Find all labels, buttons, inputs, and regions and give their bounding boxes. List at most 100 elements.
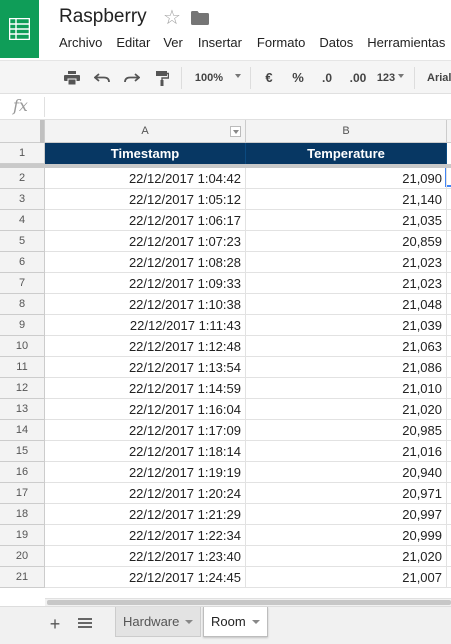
cell-timestamp[interactable]: 22/12/2017 1:20:24 <box>45 483 246 504</box>
menu-formato[interactable]: Formato <box>256 35 306 50</box>
header-cell-temperature[interactable]: Temperature <box>246 143 447 164</box>
cell-timestamp[interactable]: 22/12/2017 1:13:54 <box>45 357 246 378</box>
cell-timestamp[interactable]: 22/12/2017 1:18:14 <box>45 441 246 462</box>
row-number[interactable]: 7 <box>0 273 45 294</box>
cell-timestamp[interactable]: 22/12/2017 1:08:28 <box>45 252 246 273</box>
cell-temperature[interactable]: 21,090 <box>246 168 447 189</box>
row-number[interactable]: 12 <box>0 378 45 399</box>
cell-c[interactable] <box>447 168 451 189</box>
cell-temperature[interactable]: 21,016 <box>246 441 447 462</box>
cell-timestamp[interactable]: 22/12/2017 1:22:34 <box>45 525 246 546</box>
chevron-down-icon[interactable] <box>185 620 193 624</box>
row-number[interactable]: 13 <box>0 399 45 420</box>
more-formats-button[interactable]: 123 <box>376 71 396 84</box>
chevron-down-icon[interactable] <box>252 620 260 624</box>
cell-temperature[interactable]: 21,020 <box>246 399 447 420</box>
row-number[interactable]: 16 <box>0 462 45 483</box>
menu-insertar[interactable]: Insertar <box>197 35 242 50</box>
cell-c[interactable] <box>447 567 451 588</box>
cell-timestamp[interactable]: 22/12/2017 1:04:42 <box>45 168 246 189</box>
cell-temperature[interactable]: 21,023 <box>246 273 447 294</box>
cell-temperature[interactable]: 21,039 <box>246 315 447 336</box>
cell-timestamp[interactable]: 22/12/2017 1:19:19 <box>45 462 246 483</box>
row-number[interactable]: 11 <box>0 357 45 378</box>
cell-timestamp[interactable]: 22/12/2017 1:06:17 <box>45 210 246 231</box>
cell-temperature[interactable]: 20,971 <box>246 483 447 504</box>
cell-temperature[interactable]: 21,063 <box>246 336 447 357</box>
cell-c[interactable] <box>447 504 451 525</box>
currency-format-button[interactable]: € <box>265 70 273 85</box>
cell-c[interactable] <box>447 357 451 378</box>
cell-c[interactable] <box>447 462 451 483</box>
cell-temperature[interactable]: 21,023 <box>246 252 447 273</box>
percent-format-button[interactable]: % <box>292 70 304 85</box>
row-number[interactable]: 3 <box>0 189 45 210</box>
cell-timestamp[interactable]: 22/12/2017 1:24:45 <box>45 567 246 588</box>
cell-timestamp[interactable]: 22/12/2017 1:05:12 <box>45 189 246 210</box>
formula-input[interactable] <box>52 98 442 116</box>
sheet-tab-room[interactable]: Room <box>203 607 268 637</box>
redo-icon[interactable] <box>120 61 144 94</box>
folder-icon[interactable] <box>191 11 209 30</box>
cell-c[interactable] <box>447 441 451 462</box>
cell-temperature[interactable]: 21,035 <box>246 210 447 231</box>
cell-timestamp[interactable]: 22/12/2017 1:17:09 <box>45 420 246 441</box>
menu-editar[interactable]: Editar <box>116 35 151 50</box>
row-number[interactable]: 15 <box>0 441 45 462</box>
cell-c[interactable] <box>447 189 451 210</box>
star-icon[interactable]: ☆ <box>163 7 181 29</box>
spreadsheet-grid[interactable]: A B 1 Timestamp Temperature 2 22/12/2017 … <box>0 120 451 596</box>
header-cell-timestamp[interactable]: Timestamp <box>45 143 246 164</box>
horizontal-scrollbar[interactable] <box>45 598 451 606</box>
cell-timestamp[interactable]: 22/12/2017 1:23:40 <box>45 546 246 567</box>
row-number[interactable]: 4 <box>0 210 45 231</box>
cell-c[interactable] <box>447 210 451 231</box>
cell-temperature[interactable]: 21,048 <box>246 294 447 315</box>
document-title[interactable]: Raspberry <box>59 6 147 27</box>
freeze-column-handle[interactable] <box>40 120 44 143</box>
sheet-tab-hardware[interactable]: Hardware <box>115 607 201 637</box>
row-number[interactable]: 8 <box>0 294 45 315</box>
column-header-c[interactable] <box>447 120 451 143</box>
cell-temperature[interactable]: 21,020 <box>246 546 447 567</box>
cell-temperature[interactable]: 21,010 <box>246 378 447 399</box>
zoom-select[interactable]: 100% <box>194 71 224 84</box>
cell-timestamp[interactable]: 22/12/2017 1:16:04 <box>45 399 246 420</box>
cell-timestamp[interactable]: 22/12/2017 1:12:48 <box>45 336 246 357</box>
cell-c[interactable] <box>447 231 451 252</box>
row-number[interactable]: 14 <box>0 420 45 441</box>
column-header-a[interactable]: A <box>45 120 246 143</box>
undo-icon[interactable] <box>90 61 114 94</box>
row-number[interactable]: 1 <box>0 143 45 164</box>
cell-timestamp[interactable]: 22/12/2017 1:14:59 <box>45 378 246 399</box>
cell-temperature[interactable]: 20,997 <box>246 504 447 525</box>
sheets-logo[interactable] <box>0 0 39 58</box>
increase-decimals-button[interactable]: .00 <box>345 61 371 94</box>
row-number[interactable]: 18 <box>0 504 45 525</box>
cell-temperature[interactable]: 21,007 <box>246 567 447 588</box>
row-number[interactable]: 6 <box>0 252 45 273</box>
cell-temperature[interactable]: 20,940 <box>246 462 447 483</box>
cell-timestamp[interactable]: 22/12/2017 1:07:23 <box>45 231 246 252</box>
menu-herramientas[interactable]: Herramientas <box>367 35 446 50</box>
cell-temperature[interactable]: 20,859 <box>246 231 447 252</box>
cell-temperature[interactable]: 20,985 <box>246 420 447 441</box>
select-all-corner[interactable] <box>0 120 45 143</box>
freeze-row-handle[interactable] <box>0 164 451 168</box>
cell-temperature[interactable]: 21,140 <box>246 189 447 210</box>
decrease-decimals-button[interactable]: .0 <box>316 61 338 94</box>
row-number[interactable]: 17 <box>0 483 45 504</box>
sheet-list-icon[interactable] <box>78 618 92 630</box>
cell-c[interactable] <box>447 315 451 336</box>
cell-c[interactable] <box>447 294 451 315</box>
cell-c[interactable] <box>447 252 451 273</box>
column-header-b[interactable]: B <box>246 120 447 143</box>
print-icon[interactable] <box>60 61 84 94</box>
font-select[interactable]: Arial <box>427 71 451 84</box>
row-number[interactable]: 19 <box>0 525 45 546</box>
cell-temperature[interactable]: 20,999 <box>246 525 447 546</box>
menu-ver[interactable]: Ver <box>163 35 183 50</box>
cell-c[interactable] <box>447 420 451 441</box>
scrollbar-thumb[interactable] <box>47 600 451 605</box>
cell-c[interactable] <box>447 378 451 399</box>
